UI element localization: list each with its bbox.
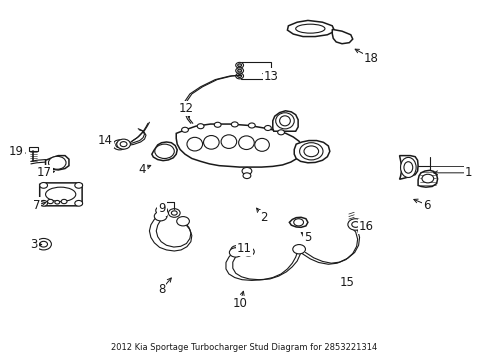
Circle shape	[181, 127, 188, 132]
Text: 11: 11	[237, 242, 251, 255]
Circle shape	[47, 199, 53, 204]
Circle shape	[235, 62, 243, 68]
Circle shape	[116, 142, 123, 148]
Ellipse shape	[403, 162, 412, 173]
Ellipse shape	[304, 146, 318, 157]
Ellipse shape	[186, 137, 202, 151]
Ellipse shape	[400, 157, 415, 177]
Circle shape	[231, 122, 238, 127]
Circle shape	[347, 219, 363, 230]
Circle shape	[242, 167, 251, 175]
Ellipse shape	[238, 136, 254, 149]
Circle shape	[277, 130, 284, 135]
Ellipse shape	[275, 113, 294, 129]
Text: 19: 19	[9, 145, 24, 158]
Ellipse shape	[295, 24, 325, 33]
Circle shape	[248, 123, 255, 128]
Circle shape	[171, 211, 177, 215]
Circle shape	[421, 174, 433, 183]
Text: 13: 13	[264, 69, 278, 82]
Bar	[241, 62, 271, 79]
Polygon shape	[176, 124, 302, 167]
Bar	[29, 147, 38, 151]
Polygon shape	[287, 21, 334, 37]
Circle shape	[214, 122, 221, 127]
Polygon shape	[152, 142, 177, 161]
Circle shape	[237, 69, 241, 72]
Text: 15: 15	[339, 276, 354, 289]
Circle shape	[235, 73, 243, 79]
Circle shape	[120, 141, 127, 147]
Circle shape	[264, 126, 271, 131]
Ellipse shape	[45, 187, 76, 202]
Circle shape	[40, 241, 47, 247]
Text: 4: 4	[138, 163, 145, 176]
Polygon shape	[289, 217, 307, 227]
Polygon shape	[399, 156, 417, 179]
Text: 2: 2	[260, 211, 267, 224]
Circle shape	[351, 222, 359, 227]
Polygon shape	[294, 140, 329, 163]
Circle shape	[237, 64, 241, 67]
Text: 8: 8	[158, 283, 165, 296]
Text: 5: 5	[304, 231, 311, 244]
Text: 7: 7	[33, 199, 40, 212]
Ellipse shape	[279, 116, 290, 126]
Circle shape	[292, 244, 305, 254]
Text: 14: 14	[98, 134, 113, 147]
Text: 16: 16	[358, 220, 373, 233]
Circle shape	[230, 246, 242, 254]
Ellipse shape	[221, 135, 236, 148]
Text: 12: 12	[178, 102, 193, 115]
Circle shape	[176, 217, 189, 226]
Polygon shape	[40, 183, 82, 206]
Ellipse shape	[299, 143, 323, 160]
Text: 6: 6	[423, 199, 430, 212]
Polygon shape	[331, 30, 352, 44]
Circle shape	[40, 183, 47, 188]
Circle shape	[197, 124, 203, 129]
Circle shape	[229, 248, 242, 257]
Circle shape	[61, 199, 67, 204]
Ellipse shape	[254, 138, 269, 151]
Circle shape	[48, 156, 66, 169]
Circle shape	[233, 248, 239, 252]
Polygon shape	[45, 156, 69, 170]
Circle shape	[293, 219, 303, 226]
Text: 3: 3	[30, 238, 38, 251]
Circle shape	[245, 249, 251, 254]
Text: 9: 9	[158, 202, 165, 215]
Text: 17: 17	[37, 166, 52, 179]
Circle shape	[36, 238, 51, 250]
Ellipse shape	[203, 135, 219, 149]
Circle shape	[237, 75, 241, 77]
Ellipse shape	[155, 144, 174, 158]
Circle shape	[242, 247, 254, 256]
Circle shape	[156, 206, 167, 215]
Circle shape	[235, 68, 243, 73]
Text: 2012 Kia Sportage Turbocharger Stud Diagram for 2853221314: 2012 Kia Sportage Turbocharger Stud Diag…	[111, 343, 377, 352]
Text: 10: 10	[232, 297, 246, 310]
Circle shape	[243, 173, 250, 179]
Circle shape	[158, 208, 164, 213]
Text: 18: 18	[363, 51, 378, 64]
Circle shape	[154, 212, 166, 221]
Polygon shape	[272, 111, 298, 131]
Circle shape	[75, 201, 82, 206]
Circle shape	[40, 201, 47, 206]
Text: 1: 1	[464, 166, 471, 179]
Circle shape	[117, 139, 130, 149]
Circle shape	[55, 201, 60, 204]
Circle shape	[75, 183, 82, 188]
Circle shape	[168, 209, 180, 217]
Polygon shape	[417, 170, 437, 187]
Circle shape	[113, 140, 126, 150]
